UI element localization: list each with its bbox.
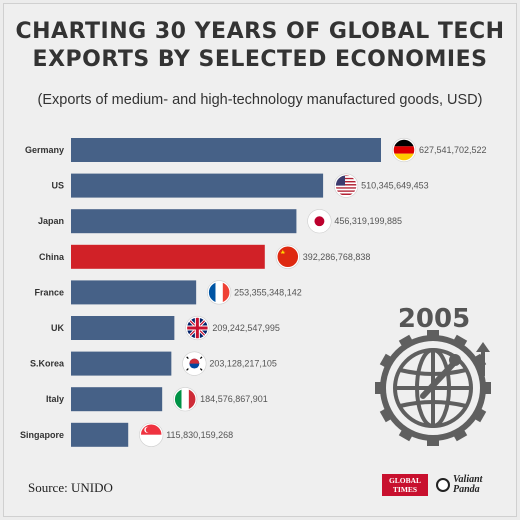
bar [71, 209, 297, 234]
chart-subtitle: (Exports of medium- and high-technology … [37, 92, 483, 108]
south-korea-flag-icon [182, 351, 207, 376]
bar [71, 351, 172, 376]
category-label: S.Korea [30, 359, 65, 369]
panda-icon [436, 478, 450, 492]
bar [71, 138, 381, 162]
source-note: Source: UNIDO [28, 480, 113, 495]
value-label: 203,128,217,105 [209, 359, 277, 369]
value-label: 510,345,649,453 [361, 181, 429, 191]
value-label: 209,242,547,995 [212, 323, 280, 333]
category-label: US [51, 181, 64, 191]
italy-flag-icon [173, 387, 198, 412]
category-label: Italy [46, 394, 64, 404]
value-label: 253,355,348,142 [234, 287, 302, 297]
value-label: 115,830,159,268 [166, 430, 233, 440]
germany-flag-icon [391, 137, 417, 163]
category-label: Japan [38, 216, 64, 226]
singapore-flag-icon [139, 422, 164, 447]
category-label: France [34, 287, 64, 297]
china-flag-icon [275, 244, 300, 269]
value-label: 184,576,867,901 [200, 394, 268, 404]
year-label: 2005 [398, 304, 470, 334]
category-label: China [39, 252, 65, 262]
valiant-panda-logo-line-2: Panda [453, 484, 480, 495]
globe-gear-icon [375, 330, 491, 446]
bar [71, 316, 175, 340]
title-line-2: EXPORTS BY SELECTED ECONOMIES [32, 47, 488, 72]
bar [71, 173, 324, 198]
value-label: 456,319,199,885 [334, 216, 402, 226]
bar [71, 244, 265, 269]
chart-title: CHARTING 30 YEARS OF GLOBAL TECH EXPORTS… [0, 18, 520, 74]
uk-flag-icon [185, 315, 210, 341]
title-line-1: CHARTING 30 YEARS OF GLOBAL TECH [15, 19, 505, 44]
bar [71, 422, 129, 447]
us-flag-icon [334, 173, 359, 198]
global-times-logo-line-2: TIMES [392, 485, 418, 494]
france-flag-icon [207, 280, 232, 305]
value-label: 627,541,702,522 [419, 145, 487, 155]
value-label: 392,286,768,838 [303, 252, 371, 262]
category-label: UK [51, 323, 64, 333]
valiant-panda-logo-line-1: Valiant [453, 474, 483, 485]
valiant-panda-logo: Valiant Panda [436, 474, 482, 496]
global-times-logo-line-1: GLOBAL [388, 476, 422, 485]
japan-flag-icon [307, 209, 332, 234]
valiant-panda-logo-text: Valiant Panda [453, 475, 482, 495]
category-label: Germany [25, 145, 64, 155]
bar [71, 387, 163, 412]
global-times-logo: GLOBAL TIMES [382, 474, 428, 496]
bar [71, 280, 197, 305]
category-label: Singapore [20, 430, 64, 440]
